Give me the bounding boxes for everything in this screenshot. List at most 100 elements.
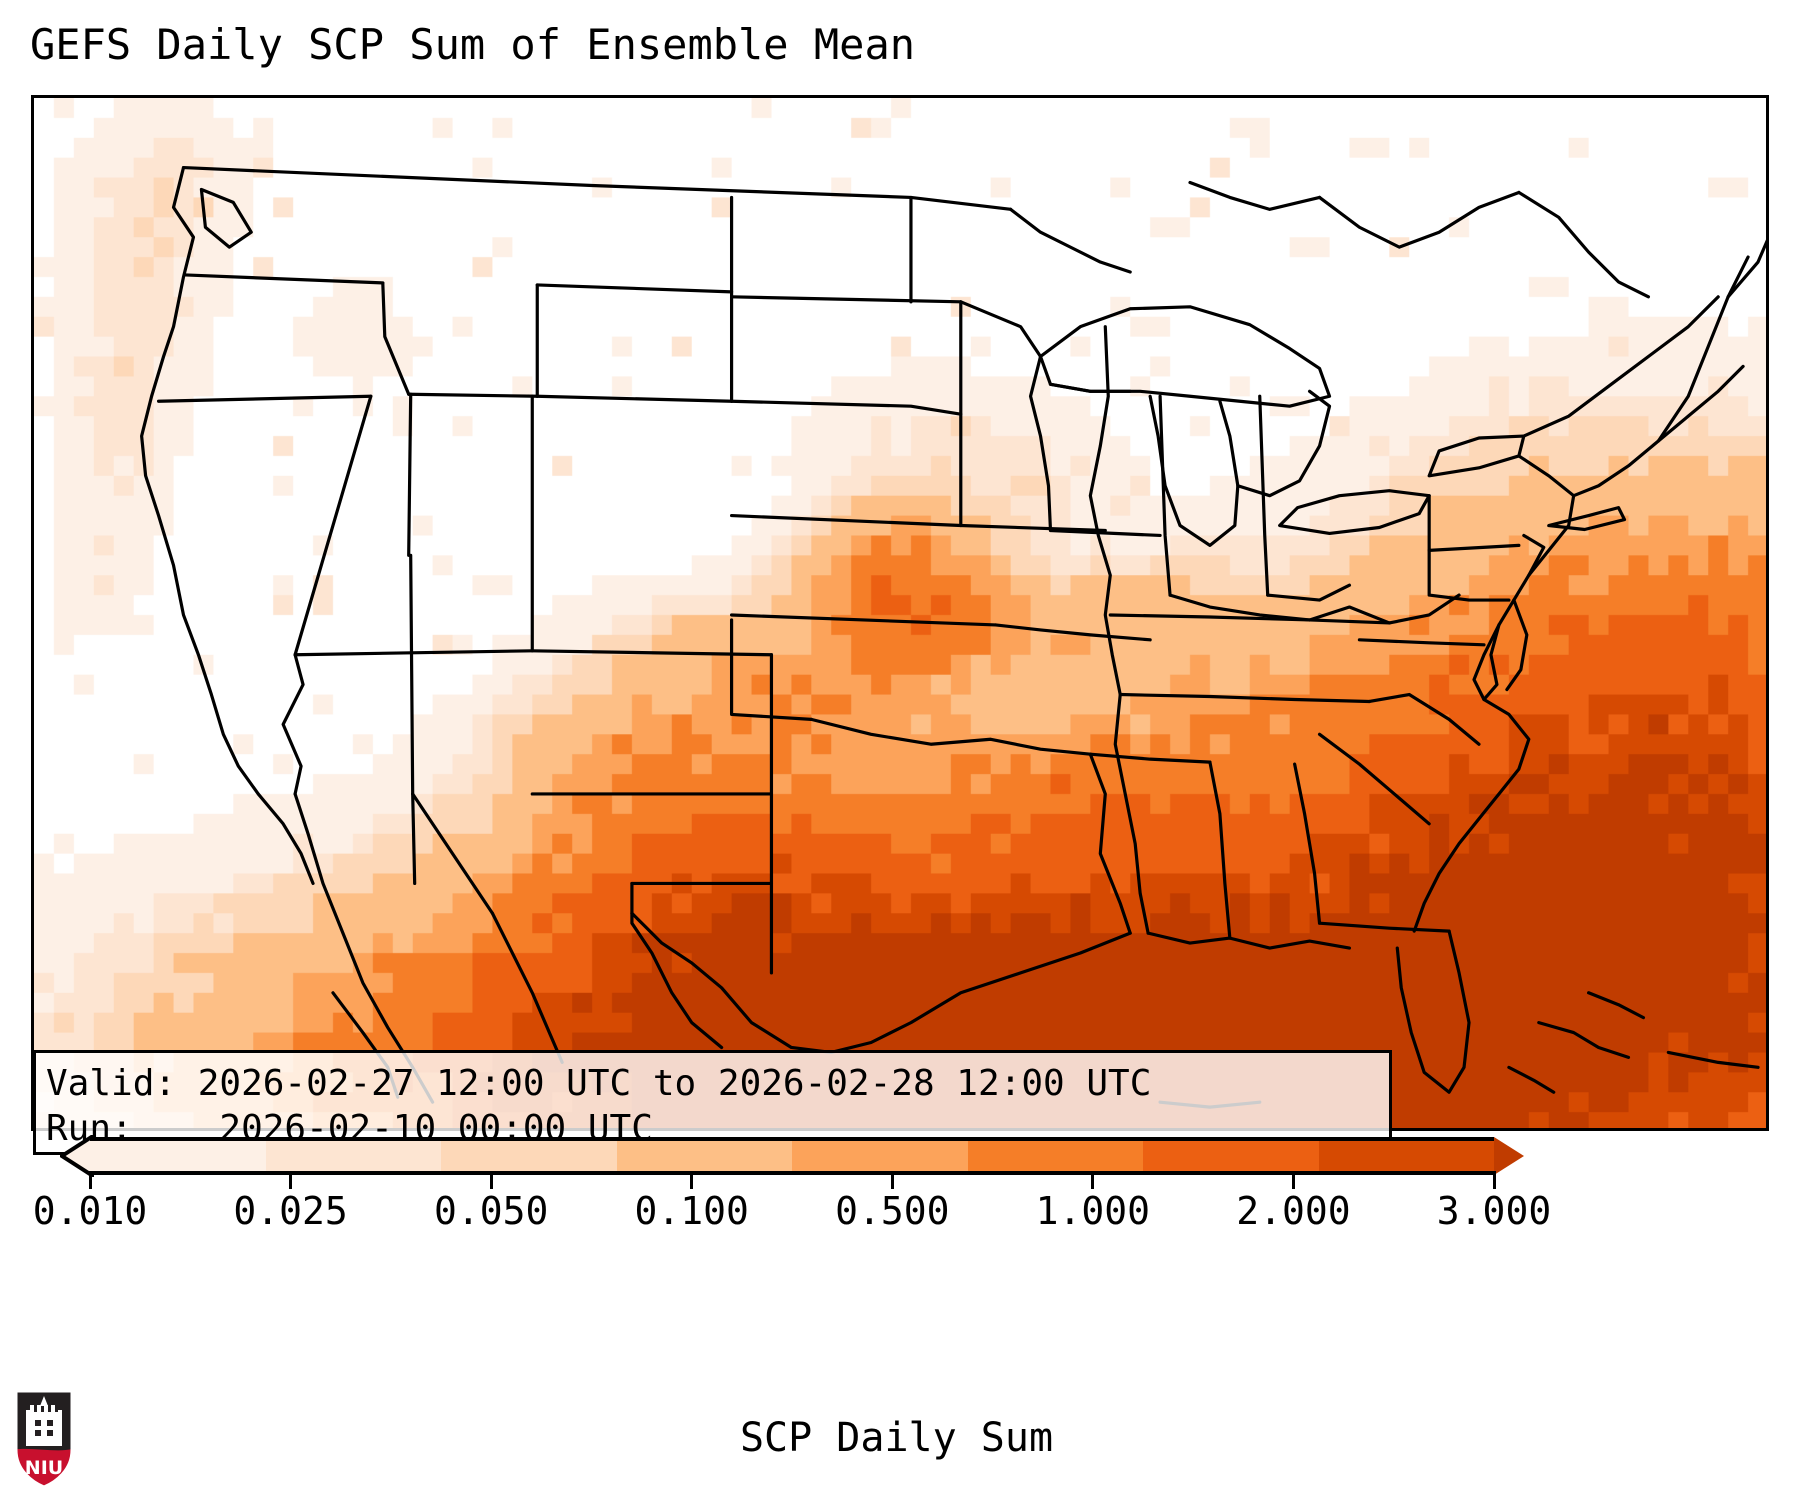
border-path-20	[729, 295, 963, 304]
border-path-81	[1168, 593, 1312, 622]
border-path-57	[1656, 255, 1750, 443]
colorbar-tick-label-1: 0.025	[233, 1189, 348, 1233]
border-path-13	[535, 394, 734, 403]
border-path-41	[1293, 762, 1322, 925]
colorbar-tick-marks	[88, 1171, 1496, 1189]
colorbar-extend-right-arrow	[1494, 1137, 1524, 1175]
colorbar-band-3	[616, 1141, 792, 1171]
border-path-39	[1146, 931, 1352, 950]
border-path-8	[409, 553, 417, 886]
border-path-69	[1507, 1065, 1556, 1094]
border-path-44	[1118, 692, 1371, 704]
border-path-56	[1517, 364, 1745, 498]
colorbar-tick-3	[690, 1171, 694, 1189]
colorbar-band-0	[90, 1141, 266, 1171]
border-path-76	[535, 283, 734, 294]
border-path-48	[1258, 394, 1270, 597]
border-path-36	[994, 623, 1152, 642]
border-path-78	[1048, 528, 1162, 538]
niu-logo-text: NIU	[25, 1457, 63, 1479]
border-path-65	[1317, 732, 1431, 826]
border-path-49	[1266, 583, 1352, 602]
border-path-32	[490, 911, 564, 1064]
colorbar-band-7	[1318, 1141, 1494, 1171]
border-path-27	[630, 911, 1132, 1055]
colorbar-axis-label: SCP Daily Sum	[0, 1415, 1803, 1461]
border-path-42	[1317, 921, 1451, 933]
border-path-47	[1158, 394, 1172, 597]
border-path-16	[530, 649, 774, 657]
border-path-23	[729, 613, 998, 627]
border-path-67	[1587, 991, 1646, 1020]
colorbar-band-6	[1143, 1141, 1319, 1171]
border-path-10	[381, 281, 411, 396]
map-political-borders	[140, 166, 1766, 1109]
border-path-37	[1088, 325, 1150, 935]
border-path-34	[959, 300, 1043, 359]
border-path-21	[729, 399, 963, 416]
border-path-59	[1482, 623, 1501, 702]
border-path-46	[1387, 593, 1461, 625]
border-path-26	[1088, 752, 1132, 935]
border-path-83	[1522, 533, 1546, 577]
border-path-3	[183, 273, 385, 285]
colorbar-tick-label-7: 3.000	[1436, 1189, 1552, 1233]
border-path-35	[959, 523, 1107, 533]
colorbar-band-1	[265, 1141, 441, 1171]
border-path-1	[140, 166, 315, 886]
border-path-6	[407, 392, 413, 557]
border-path-45	[1108, 613, 1391, 625]
border-path-55	[1522, 295, 1720, 438]
border-path-66	[1537, 1021, 1631, 1060]
colorbar-band-2	[441, 1141, 617, 1171]
colorbar-tick-labels: 0.010 0.025 0.050 0.100 0.500 1.000 2.000 3.000	[0, 1189, 1803, 1239]
niu-logo: NIU	[14, 1389, 74, 1489]
colorbar-tick-label-4: 0.500	[835, 1189, 950, 1233]
border-path-60	[1505, 598, 1529, 692]
border-path-2	[199, 187, 253, 249]
border-path-31	[411, 792, 495, 915]
border-path-62	[1427, 548, 1511, 602]
colorbar-tick-1	[289, 1171, 293, 1189]
border-path-38	[1088, 752, 1212, 764]
border-path-80	[1048, 382, 1132, 393]
border-path-74	[1517, 190, 1651, 299]
border-path-68	[1666, 1050, 1760, 1069]
border-path-75	[1726, 239, 1766, 299]
colorbar-tick-label-6: 2.000	[1236, 1189, 1351, 1233]
colorbar-tick-label-5: 1.000	[1035, 1189, 1151, 1233]
colorbar-tick-0	[88, 1171, 92, 1189]
colorbar-axis-label-text: SCP Daily Sum	[739, 1415, 1054, 1461]
map-raster-layer	[34, 98, 1766, 1128]
border-path-9	[293, 649, 534, 657]
border-path-0	[181, 166, 1013, 211]
border-path-43	[1395, 929, 1471, 1094]
border-path-64	[1367, 692, 1481, 746]
colorbar-tick-label-2: 0.050	[433, 1189, 549, 1233]
border-path-40	[1208, 760, 1232, 940]
border-path-11	[407, 392, 539, 398]
border-path-79	[1028, 354, 1053, 533]
border-path-22	[729, 513, 963, 528]
valid-time-text: Valid: 2026-02-27 12:00 UTC to 2026-02-2…	[46, 1063, 1152, 1104]
border-path-84	[1547, 506, 1627, 532]
border-path-28	[630, 881, 724, 1050]
border-path-7	[281, 653, 305, 796]
border-path-73	[1188, 180, 1322, 211]
colorbar-band-5	[967, 1141, 1143, 1171]
colorbar: 0.010 0.025 0.050 0.100 0.500 1.000 2.000 3.000	[0, 1131, 1803, 1251]
border-path-71	[1009, 207, 1132, 274]
colorbar-tick-label-0: 0.010	[32, 1189, 148, 1233]
colorbar-tick-2	[489, 1171, 493, 1189]
border-path-63	[1357, 638, 1486, 647]
border-path-72	[1317, 190, 1521, 249]
border-path-52	[1236, 389, 1332, 498]
scp-heatmap-raster	[34, 98, 1766, 1128]
border-path-53	[1278, 489, 1431, 536]
page-title: GEFS Daily SCP Sum of Ensemble Mean	[30, 20, 916, 69]
colorbar-tick-label-3: 0.100	[634, 1189, 749, 1233]
border-path-25	[809, 717, 1092, 756]
colorbar-gradient-strip	[90, 1137, 1494, 1175]
colorbar-tick-5	[1091, 1171, 1095, 1189]
border-path-54	[1427, 434, 1526, 478]
